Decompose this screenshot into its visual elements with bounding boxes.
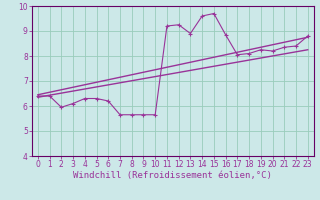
X-axis label: Windchill (Refroidissement éolien,°C): Windchill (Refroidissement éolien,°C): [73, 171, 272, 180]
